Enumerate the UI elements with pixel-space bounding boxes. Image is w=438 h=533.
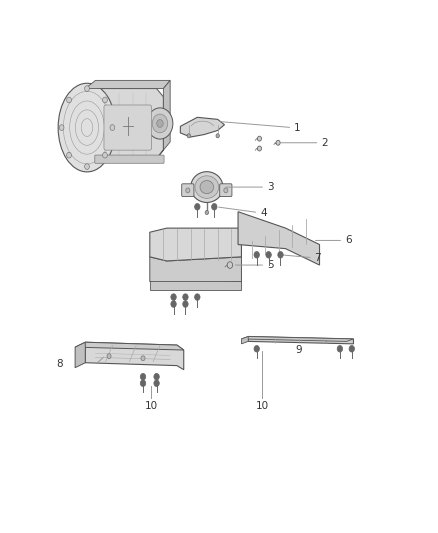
Text: 6: 6 xyxy=(345,236,352,245)
Text: 10: 10 xyxy=(145,401,158,411)
Text: 4: 4 xyxy=(260,207,267,217)
Circle shape xyxy=(186,188,190,193)
Circle shape xyxy=(194,204,200,210)
Circle shape xyxy=(349,345,354,352)
Circle shape xyxy=(102,152,107,158)
Ellipse shape xyxy=(200,181,214,193)
Circle shape xyxy=(59,125,64,131)
Polygon shape xyxy=(150,281,241,290)
Text: 8: 8 xyxy=(57,359,63,369)
FancyBboxPatch shape xyxy=(220,184,232,197)
Polygon shape xyxy=(241,336,353,342)
Polygon shape xyxy=(180,117,224,137)
Circle shape xyxy=(183,301,188,308)
Text: 3: 3 xyxy=(267,182,274,192)
Circle shape xyxy=(110,125,115,131)
Circle shape xyxy=(216,134,219,138)
Polygon shape xyxy=(85,80,170,88)
Circle shape xyxy=(187,134,191,138)
Circle shape xyxy=(276,140,280,145)
Circle shape xyxy=(254,345,259,352)
FancyBboxPatch shape xyxy=(95,155,164,163)
Text: 9: 9 xyxy=(296,345,303,356)
Polygon shape xyxy=(156,80,170,158)
Polygon shape xyxy=(238,212,320,265)
Circle shape xyxy=(152,114,168,133)
Circle shape xyxy=(147,108,173,139)
Circle shape xyxy=(154,380,159,386)
Circle shape xyxy=(154,374,159,380)
Ellipse shape xyxy=(58,83,116,172)
Circle shape xyxy=(141,356,145,361)
Ellipse shape xyxy=(191,172,223,203)
Circle shape xyxy=(337,345,343,352)
Circle shape xyxy=(266,252,271,258)
Circle shape xyxy=(107,354,111,359)
Text: 7: 7 xyxy=(314,253,321,263)
Circle shape xyxy=(224,188,228,193)
Polygon shape xyxy=(150,257,241,285)
Circle shape xyxy=(258,146,261,151)
Circle shape xyxy=(85,164,89,169)
Polygon shape xyxy=(75,342,85,368)
Polygon shape xyxy=(248,336,353,344)
Circle shape xyxy=(67,152,71,158)
Circle shape xyxy=(140,380,146,386)
Text: 5: 5 xyxy=(267,260,274,270)
FancyBboxPatch shape xyxy=(104,105,152,150)
Circle shape xyxy=(258,136,261,141)
Polygon shape xyxy=(75,342,184,350)
Circle shape xyxy=(212,204,217,210)
Circle shape xyxy=(205,211,208,215)
Circle shape xyxy=(157,119,163,127)
Circle shape xyxy=(254,252,259,258)
Circle shape xyxy=(194,294,200,301)
Circle shape xyxy=(67,97,71,103)
Circle shape xyxy=(171,294,176,301)
Text: 1: 1 xyxy=(294,123,301,133)
Circle shape xyxy=(102,97,107,103)
Text: 2: 2 xyxy=(321,138,328,148)
Text: 10: 10 xyxy=(256,401,269,411)
Polygon shape xyxy=(85,342,184,370)
FancyBboxPatch shape xyxy=(182,184,194,197)
Circle shape xyxy=(140,374,146,380)
Circle shape xyxy=(278,252,283,258)
Polygon shape xyxy=(241,336,248,344)
Circle shape xyxy=(85,86,89,92)
Circle shape xyxy=(171,301,176,308)
Polygon shape xyxy=(150,228,241,261)
Polygon shape xyxy=(85,88,163,158)
Circle shape xyxy=(227,262,233,268)
Circle shape xyxy=(183,294,188,301)
Ellipse shape xyxy=(195,176,219,198)
